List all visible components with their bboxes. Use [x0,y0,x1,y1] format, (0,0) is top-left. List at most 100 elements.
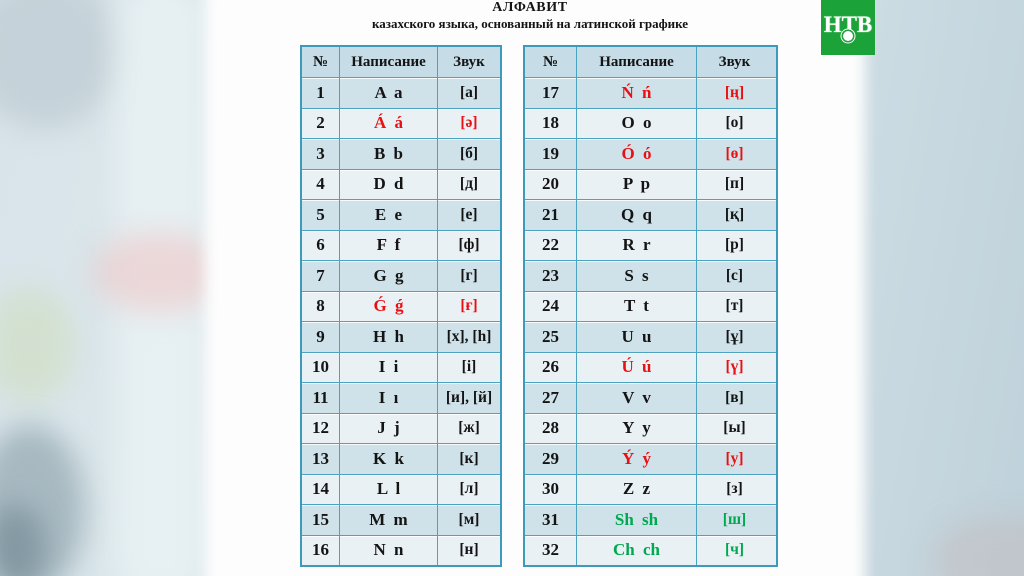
row-number: 30 [542,479,559,499]
letter-writing: E e [339,200,437,230]
row-number: 21 [542,204,559,224]
background-blur [92,232,227,312]
row-number: 28 [542,418,559,438]
letter-writing: S s [576,261,696,291]
row-number: 6 [316,235,325,255]
letter-writing: Y y [576,413,696,443]
table-row: 12 J j [ж] [302,412,500,443]
row-number: 31 [542,509,559,529]
row-number: 1 [316,82,325,102]
letter-sound: [с] [696,261,772,291]
page-title: АЛФАВИТ [492,0,568,15]
row-number: 13 [312,448,329,468]
table-row: 10 I i [і] [302,351,500,382]
letter-writing: A a [339,78,437,108]
letter-writing: H h [339,322,437,352]
row-number: 5 [316,204,325,224]
letter-sound: [т] [696,291,772,321]
row-number: 19 [542,143,559,163]
letter-sound: [е] [437,200,500,230]
table-row: 31 Sh sh [ш] [525,504,776,535]
letter-sound: [г] [437,261,500,291]
letter-sound: [қ] [696,200,772,230]
row-number: 25 [542,326,559,346]
table-row: 13 K k [к] [302,443,500,474]
table-row: 2 Á á [ә] [302,107,500,138]
column-header-num: № [312,53,329,70]
column-header-writing: Написание [576,47,696,77]
table-row: 26 Ú ú [ү] [525,351,776,382]
letter-sound: [и], [й] [437,383,500,413]
row-number: 18 [542,113,559,133]
background-blur [930,515,1024,576]
letter-writing: Ch ch [576,535,696,565]
letter-writing: Ú ú [576,352,696,382]
letter-sound: [ы] [696,413,772,443]
letter-sound: [ф] [437,230,500,260]
row-number: 4 [316,174,325,194]
column-header-num: № [542,53,559,70]
letter-sound: [м] [437,505,500,535]
table-row: 7 G g [г] [302,260,500,291]
letter-writing: Á á [339,108,437,138]
letter-sound: [ә] [437,108,500,138]
letter-sound: [б] [437,139,500,169]
row-number: 24 [542,296,559,316]
table-row: 8 Ǵ ǵ [ғ] [302,290,500,321]
table-row: 4 D d [д] [302,168,500,199]
row-number: 22 [542,235,559,255]
letter-sound: [р] [696,230,772,260]
row-number: 9 [316,326,325,346]
table-header-row: № Написание Звук [525,47,776,77]
letter-writing: B b [339,139,437,169]
table-row: 27 V v [в] [525,382,776,413]
letter-writing: I ı [339,383,437,413]
letter-writing: F f [339,230,437,260]
row-number: 17 [542,82,559,102]
letter-sound: [ү] [696,352,772,382]
ntv-logo-ball-icon [843,31,853,41]
row-number: 15 [312,509,329,529]
letter-writing: T t [576,291,696,321]
table-body-left: 1 A a [а] 2 Á á [ә] 3 B b [б] 4 D d [д] … [302,77,500,565]
table-row: 18 O o [о] [525,107,776,138]
table-header-row: № Написание Звук [302,47,500,77]
letter-writing: R r [576,230,696,260]
ntv-logo: НТВ [821,0,875,55]
row-number: 2 [316,113,325,133]
letter-writing: I i [339,352,437,382]
table-body-right: 17 Ń ń [ң] 18 O o [о] 19 Ó ó [ө] 20 P p … [525,77,776,565]
letter-sound: [і] [437,352,500,382]
row-number: 26 [542,357,559,377]
row-number: 11 [312,387,329,407]
table-row: 11 I ı [и], [й] [302,382,500,413]
table-row: 21 Q q [қ] [525,199,776,230]
row-number: 8 [316,296,325,316]
letter-writing: K k [339,444,437,474]
table-row: 9 H h [х], [h] [302,321,500,352]
table-row: 25 U u [ұ] [525,321,776,352]
row-number: 27 [542,387,559,407]
letter-writing: Q q [576,200,696,230]
letter-sound: [ң] [696,78,772,108]
letter-sound: [д] [437,169,500,199]
letter-sound: [о] [696,108,772,138]
column-header-sound: Звук [437,47,500,77]
letter-writing: Ǵ ǵ [339,291,437,321]
row-number: 16 [312,540,329,560]
row-number: 14 [312,479,329,499]
letter-sound: [а] [437,78,500,108]
page-subtitle: казахского языка, основанный на латинско… [371,16,689,31]
row-number: 29 [542,448,559,468]
page-title-block: АЛФАВИТ казахского языка, основанный на … [230,0,830,32]
letter-sound: [п] [696,169,772,199]
table-row: 29 Ý ý [у] [525,443,776,474]
letter-sound: [к] [437,444,500,474]
letter-writing: M m [339,505,437,535]
table-row: 15 M m [м] [302,504,500,535]
table-row: 3 B b [б] [302,138,500,169]
table-row: 23 S s [с] [525,260,776,291]
table-row: 5 E e [е] [302,199,500,230]
alphabet-table-right: № Написание Звук 17 Ń ń [ң] 18 O o [о] 1… [523,45,778,567]
